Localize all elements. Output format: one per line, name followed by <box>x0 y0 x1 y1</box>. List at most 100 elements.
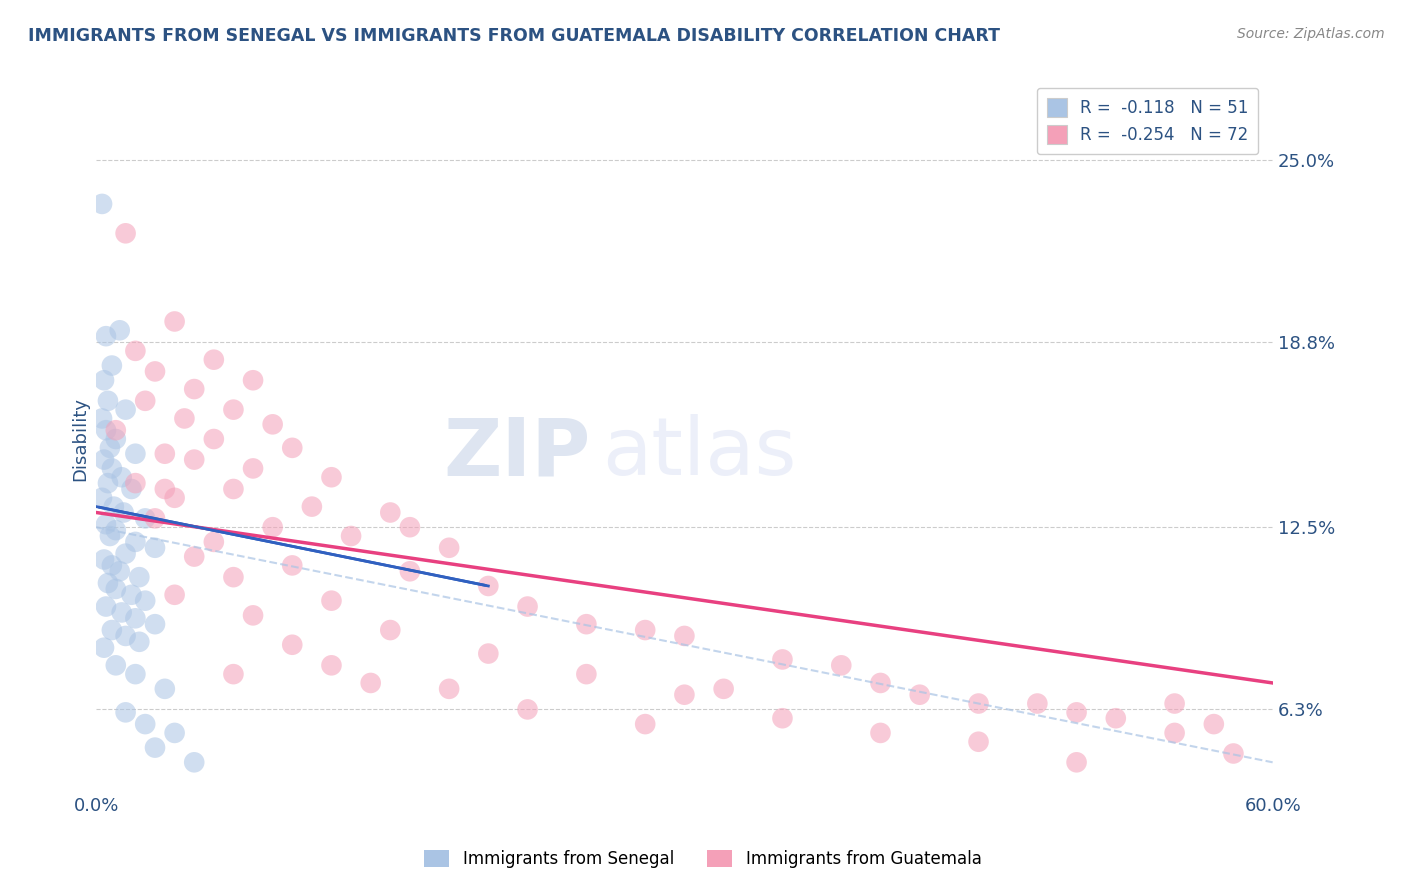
Point <box>121 588 143 602</box>
Point <box>93 373 115 387</box>
Point <box>98 441 121 455</box>
Point <box>124 535 146 549</box>
Point <box>262 520 284 534</box>
Point <box>124 667 146 681</box>
Point <box>713 681 735 696</box>
Point <box>94 423 117 437</box>
Point <box>94 329 117 343</box>
Point <box>114 227 136 241</box>
Point <box>772 652 794 666</box>
Point <box>98 529 121 543</box>
Point <box>1222 747 1244 761</box>
Point <box>281 638 304 652</box>
Point <box>104 432 127 446</box>
Point <box>104 423 127 437</box>
Point <box>111 470 134 484</box>
Point <box>173 411 195 425</box>
Point <box>108 323 131 337</box>
Point <box>97 576 120 591</box>
Point <box>153 681 176 696</box>
Point <box>437 541 460 555</box>
Point <box>202 352 225 367</box>
Point <box>128 570 150 584</box>
Y-axis label: Disability: Disability <box>72 397 89 481</box>
Point <box>1026 697 1049 711</box>
Point <box>143 364 166 378</box>
Point <box>301 500 323 514</box>
Point <box>869 726 891 740</box>
Point <box>93 452 115 467</box>
Point <box>124 343 146 358</box>
Text: Source: ZipAtlas.com: Source: ZipAtlas.com <box>1237 27 1385 41</box>
Point <box>222 482 245 496</box>
Point <box>101 623 124 637</box>
Point <box>967 697 990 711</box>
Point <box>262 417 284 432</box>
Legend: Immigrants from Senegal, Immigrants from Guatemala: Immigrants from Senegal, Immigrants from… <box>418 843 988 875</box>
Point <box>242 461 264 475</box>
Point <box>104 658 127 673</box>
Point <box>673 688 696 702</box>
Point <box>134 593 156 607</box>
Point <box>281 441 304 455</box>
Point <box>91 491 114 505</box>
Point <box>360 676 382 690</box>
Point <box>153 482 176 496</box>
Point <box>183 452 205 467</box>
Text: IMMIGRANTS FROM SENEGAL VS IMMIGRANTS FROM GUATEMALA DISABILITY CORRELATION CHAR: IMMIGRANTS FROM SENEGAL VS IMMIGRANTS FR… <box>28 27 1000 45</box>
Point <box>380 506 402 520</box>
Point <box>114 547 136 561</box>
Point <box>94 517 117 532</box>
Point <box>163 491 186 505</box>
Point <box>134 717 156 731</box>
Point <box>477 647 499 661</box>
Point <box>222 667 245 681</box>
Point <box>399 564 422 578</box>
Point <box>91 411 114 425</box>
Point <box>321 593 343 607</box>
Point <box>128 635 150 649</box>
Point <box>124 447 146 461</box>
Point <box>103 500 125 514</box>
Point <box>634 717 657 731</box>
Point <box>134 393 156 408</box>
Point <box>830 658 852 673</box>
Point <box>1163 697 1185 711</box>
Point <box>183 382 205 396</box>
Point <box>242 608 264 623</box>
Point <box>114 706 136 720</box>
Point <box>143 740 166 755</box>
Point <box>94 599 117 614</box>
Point <box>202 535 225 549</box>
Point <box>104 523 127 537</box>
Point <box>163 726 186 740</box>
Point <box>222 402 245 417</box>
Point <box>1105 711 1128 725</box>
Point <box>143 617 166 632</box>
Point <box>101 359 124 373</box>
Legend: R =  -0.118   N = 51, R =  -0.254   N = 72: R = -0.118 N = 51, R = -0.254 N = 72 <box>1036 87 1258 154</box>
Point <box>1163 726 1185 740</box>
Point <box>111 606 134 620</box>
Point <box>1066 706 1088 720</box>
Point <box>321 658 343 673</box>
Point <box>673 629 696 643</box>
Point <box>91 197 114 211</box>
Point <box>183 549 205 564</box>
Point <box>124 611 146 625</box>
Point <box>143 541 166 555</box>
Point <box>437 681 460 696</box>
Point <box>134 511 156 525</box>
Point <box>93 640 115 655</box>
Point <box>153 447 176 461</box>
Point <box>399 520 422 534</box>
Point <box>321 470 343 484</box>
Point <box>101 461 124 475</box>
Point <box>281 558 304 573</box>
Point <box>93 552 115 566</box>
Text: ZIP: ZIP <box>443 414 591 492</box>
Point <box>380 623 402 637</box>
Point <box>163 588 186 602</box>
Point <box>222 570 245 584</box>
Point <box>114 629 136 643</box>
